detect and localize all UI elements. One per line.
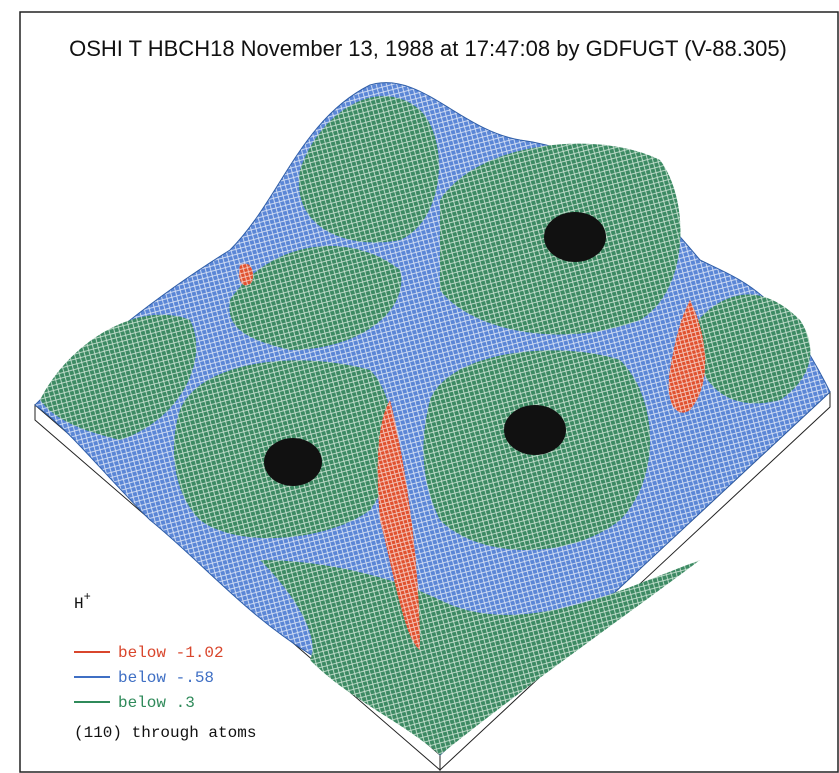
legend-label: below .3 xyxy=(118,694,195,712)
legend-symbol-base: H xyxy=(74,595,84,613)
legend-symbol: H+ xyxy=(74,590,91,613)
legend-label: below -.58 xyxy=(118,669,214,687)
legend: H+ below -1.02 below -.58 below .3 (110) t… xyxy=(74,590,256,742)
title: OSHI T HBCH18 November 13, 1988 at 17:47… xyxy=(69,36,787,61)
legend-caption: (110) through atoms xyxy=(74,724,256,742)
surface xyxy=(34,82,831,756)
legend-items: below -1.02 below -.58 below .3 xyxy=(74,644,224,712)
legend-label: below -1.02 xyxy=(118,644,224,662)
legend-symbol-sup: + xyxy=(84,590,91,604)
